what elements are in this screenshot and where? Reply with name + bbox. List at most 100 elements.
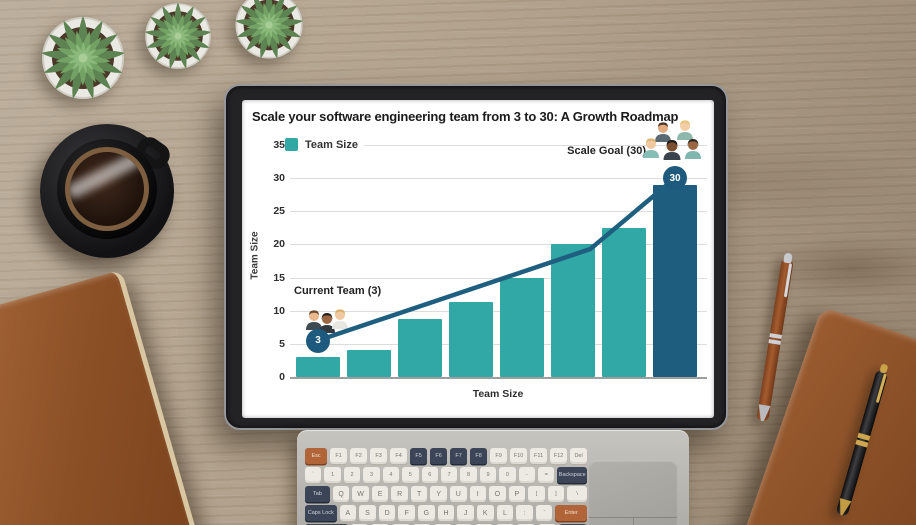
coffee-cup	[40, 124, 175, 258]
legend-swatch-icon	[285, 138, 298, 151]
y-tick-label: 35	[273, 139, 285, 151]
keyboard-key: ;	[516, 505, 533, 521]
keyboard-key: R	[391, 486, 408, 502]
keyboard-key: J	[457, 505, 474, 521]
keyboard-key: O	[489, 486, 506, 502]
keyboard-key: 1	[324, 467, 341, 483]
team-size-bar	[347, 350, 391, 377]
team-size-bar	[398, 319, 442, 377]
keyboard-key: Tab	[305, 486, 330, 502]
keyboard-key: 3	[363, 467, 380, 483]
chart-title: Scale your software engineering team fro…	[252, 109, 679, 124]
keyboard-key: `	[305, 467, 322, 483]
scale-goal-marker: 30	[663, 166, 687, 191]
keyboard-key: Del	[570, 448, 588, 464]
keyboard-key: F11	[530, 448, 548, 464]
team-size-bar	[653, 184, 697, 377]
succulent-plant-icon	[134, 0, 222, 80]
keyboard-key: 0	[499, 467, 516, 483]
succulent-plant-icon	[224, 0, 314, 70]
keyboard-key: G	[418, 505, 435, 521]
pen-band	[769, 333, 782, 339]
trackpad-button-divider	[633, 518, 634, 525]
team-avatars-5-icon	[643, 120, 701, 160]
keyboard-key: =	[538, 467, 555, 483]
keyboard-key: Enter	[555, 505, 588, 521]
coffee-surface	[70, 152, 144, 226]
keyboard-key: H	[437, 505, 455, 521]
team-size-bar	[296, 357, 340, 377]
wooden-pen	[756, 252, 794, 422]
y-tick-label: 20	[273, 238, 285, 251]
y-tick-label: 15	[273, 271, 285, 284]
keyboard-key: Caps Lock	[305, 505, 337, 521]
team-size-bar	[602, 227, 646, 377]
tablet-screen: Scale your software engineering team fro…	[242, 100, 714, 418]
keyboard-key: F12	[550, 448, 568, 464]
keyboard-key: 6	[421, 467, 438, 483]
pen-clip	[783, 263, 792, 298]
keyboard-key: E	[371, 486, 389, 502]
keyboard: Esc F1 F2 F3 F4 F5 F6 F7 F8 F9 F10 F11 F12 Del ` 1 2 3 4 5 6…	[297, 430, 689, 525]
gridline	[290, 343, 707, 345]
keyboard-key: Q	[332, 486, 350, 502]
keyboard-key: F9	[490, 448, 508, 464]
keyboard-key: T	[410, 486, 428, 502]
team-size-bar	[449, 302, 493, 377]
keyboard-key: F7	[450, 448, 468, 464]
keyboard-key: F2	[350, 448, 368, 464]
keyboard-key: 4	[382, 467, 400, 483]
chart-legend: Team Size	[285, 137, 364, 152]
keyboard-key: I	[469, 486, 487, 502]
keyboard-key: F4	[390, 448, 408, 464]
current-team-marker: 3	[306, 328, 330, 353]
keyboard-key: '	[535, 505, 553, 521]
pen-band	[857, 432, 871, 441]
y-tick-label: 5	[279, 337, 285, 350]
y-tick-label: 30	[273, 172, 285, 185]
keyboard-key: \	[567, 486, 588, 502]
succulent-plant-icon	[28, 3, 138, 113]
tablet: Scale your software engineering team fro…	[224, 84, 728, 430]
keyboard-key: K	[476, 505, 494, 521]
gridline	[290, 377, 707, 379]
keyboard-key: F	[398, 505, 416, 521]
leather-notebook-left	[0, 269, 199, 525]
keyboard-key: F1	[330, 448, 348, 464]
keyboard-key: 9	[479, 467, 497, 483]
keyboard-key: -	[518, 467, 536, 483]
keyboard-key: F8	[470, 448, 488, 464]
keyboard-key: F5	[410, 448, 428, 464]
y-tick-label: 25	[273, 205, 285, 218]
keyboard-key: D	[378, 505, 396, 521]
keyboard-key: 2	[343, 467, 361, 483]
legend-label: Team Size	[305, 138, 358, 151]
keyboard-key: F3	[370, 448, 388, 464]
leather-notebook-right	[714, 306, 916, 525]
trackpad-button-split	[589, 517, 677, 518]
keyboard-key: P	[508, 486, 526, 502]
trackpad	[589, 460, 677, 525]
annotation-scale-goal: Scale Goal (30)	[567, 145, 646, 157]
keyboard-key: ]	[547, 486, 565, 502]
team-size-bar	[500, 277, 544, 377]
keyboard-key: 7	[440, 467, 458, 483]
keyboard-key: U	[449, 486, 467, 502]
gridline	[290, 145, 707, 146]
gridline	[290, 178, 707, 180]
keyboard-key: F6	[430, 448, 448, 464]
y-axis-label: Team Size	[249, 231, 261, 280]
keyboard-key: 8	[460, 467, 477, 483]
keyboard-key: A	[339, 505, 357, 521]
keyboard-key: 5	[402, 467, 419, 483]
keyboard-key: L	[496, 505, 514, 521]
keyboard-key: Y	[430, 486, 447, 502]
keyboard-key: [	[528, 486, 545, 502]
pen-cap-tip	[783, 252, 793, 264]
y-tick-label: 10	[273, 304, 285, 317]
keyboard-key: W	[352, 486, 369, 502]
x-axis-label: Team Size	[472, 388, 524, 400]
keyboard-key: F10	[510, 448, 528, 464]
keyboard-key: Esc	[305, 448, 328, 464]
team-avatars-3-icon	[306, 309, 348, 333]
